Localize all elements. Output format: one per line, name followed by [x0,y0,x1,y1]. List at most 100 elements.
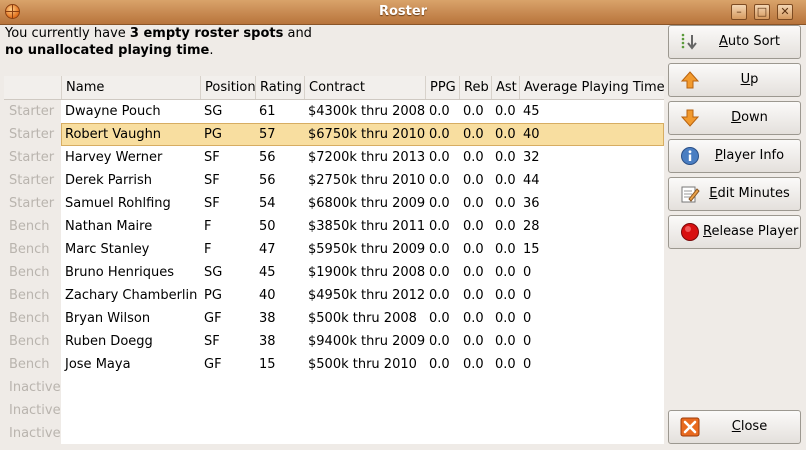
cell-rating: 38 [259,334,276,349]
cell-contract: $500k thru 2008 [308,311,417,326]
sort-icon [681,33,697,50]
message-text: . [209,43,214,58]
cell-contract: $2750k thru 2010 [308,173,425,188]
cell-rating: 47 [259,242,276,257]
close-button[interactable]: Close [668,410,801,444]
window-close-button[interactable]: ✕ [777,4,793,20]
table-row[interactable]: Bench Nathan Maire F 50 $3850k thru 2011 0.0 0… [4,215,664,238]
table-row[interactable]: Bench Marc Stanley F 47 $5950k thru 2009 0.0 0… [4,238,664,261]
cell-ppg: 0.0 [429,219,450,234]
playing-time-text: no unallocated playing time [5,43,210,58]
cell-apt: 0 [523,334,532,349]
release-icon [681,223,699,241]
auto-sort-button[interactable]: Auto Sort [668,25,801,59]
cell-rating: 56 [259,173,276,188]
table-row[interactable]: Starter Derek Parrish SF 56 $2750k thru 2010… [4,169,664,192]
edit-minutes-button[interactable]: Edit Minutes [668,177,801,211]
cell-ast: 0.0 [495,127,516,142]
column-header-average-playing-time[interactable]: Average Playing Time [519,76,664,99]
player-info-button-label: Player Info [714,148,785,163]
cell-apt: 40 [523,127,540,142]
down-button[interactable]: Down [668,101,801,135]
cell-position: SG [204,104,223,119]
table-row[interactable]: Bench Bryan Wilson GF 38 $500k thru 2008 0.0 0… [4,307,664,330]
cell-ast: 0.0 [495,334,516,349]
cell-reb: 0.0 [463,311,484,326]
roster-status-message: You currently have 3 empty roster spots … [5,25,312,59]
roster-role-label: Starter [4,146,61,169]
up-button-label: Up [740,72,759,87]
cell-contract: $500k thru 2010 [308,357,417,372]
cell-ast: 0.0 [495,219,516,234]
selected-row-highlight [61,123,664,146]
cell-position: SF [204,196,220,211]
table-row[interactable]: Bench Jose Maya GF 15 $500k thru 2010 0.0 0.0 0… [4,353,664,376]
cell-apt: 0 [523,311,532,326]
roster-role-label: Bench [4,284,61,307]
player-info-button[interactable]: Player Info [668,139,801,173]
auto-sort-button-label: Auto Sort [719,34,780,49]
cell-ast: 0.0 [495,265,516,280]
cell-name: Dwayne Pouch [65,104,161,119]
table-row[interactable]: Bench Bruno Henriques SG 45 $1900k thru 2008… [4,261,664,284]
table-row[interactable]: Inactive [4,399,664,422]
table-row[interactable]: Starter Robert Vaughn PG 57 $6750k thru 2010… [4,123,664,146]
title-bar[interactable]: Roster – □ ✕ [0,0,806,25]
cell-position: SG [204,265,223,280]
cell-name: Ruben Doegg [65,334,153,349]
cell-name: Bruno Henriques [65,265,175,280]
minimize-button[interactable]: – [731,4,747,20]
cell-apt: 32 [523,150,540,165]
maximize-button[interactable]: □ [754,4,770,20]
table-row[interactable]: Starter Dwayne Pouch SG 61 $4300k thru 2008 0… [4,100,664,123]
cell-name: Derek Parrish [65,173,153,188]
cell-name: Harvey Werner [65,150,163,165]
cell-position: SF [204,173,220,188]
roster-table[interactable]: Name Position Rating Contract PPG Reb As… [4,76,664,445]
table-row[interactable]: Bench Zachary Chamberlin PG 40 $4950k thru 2… [4,284,664,307]
cell-ppg: 0.0 [429,196,450,211]
table-row[interactable]: Inactive [4,376,664,399]
cell-position: GF [204,311,222,326]
cell-name: Marc Stanley [65,242,150,257]
column-header-reb[interactable]: Reb [459,76,491,99]
cell-ast: 0.0 [495,104,516,119]
down-button-label: Down [731,110,768,125]
arrow-down-icon [680,109,700,127]
cell-contract: $4950k thru 2012 [308,288,425,303]
cell-ppg: 0.0 [429,334,450,349]
cell-rating: 45 [259,265,276,280]
table-row[interactable]: Starter Harvey Werner SF 56 $7200k thru 2013… [4,146,664,169]
cell-rating: 57 [259,127,276,142]
cell-apt: 44 [523,173,540,188]
cell-reb: 0.0 [463,127,484,142]
column-header-rating[interactable]: Rating [255,76,304,99]
column-header-ast[interactable]: Ast [491,76,519,99]
cell-ppg: 0.0 [429,311,450,326]
cell-name: Jose Maya [65,357,131,372]
roster-role-label: Bench [4,261,61,284]
roster-role-label: Inactive [4,422,61,445]
cell-apt: 36 [523,196,540,211]
column-header-contract[interactable]: Contract [304,76,425,99]
table-row[interactable]: Bench Ruben Doegg SF 38 $9400k thru 2009 0.0 0… [4,330,664,353]
table-row[interactable]: Starter Samuel Rohlfing SF 54 $6800k thru 20… [4,192,664,215]
cell-contract: $9400k thru 2009 [308,334,425,349]
app-basketball-icon [5,4,20,19]
cell-rating: 54 [259,196,276,211]
column-header-position[interactable]: Position [200,76,255,99]
cell-rating: 50 [259,219,276,234]
column-header-name[interactable]: Name [61,76,200,99]
column-header-ppg[interactable]: PPG [425,76,459,99]
cell-reb: 0.0 [463,173,484,188]
cell-ast: 0.0 [495,242,516,257]
cell-contract: $5950k thru 2009 [308,242,425,257]
cell-rating: 15 [259,357,276,372]
up-button[interactable]: Up [668,63,801,97]
table-row[interactable]: Inactive [4,422,664,445]
cell-reb: 0.0 [463,242,484,257]
cell-position: F [204,242,212,257]
cell-name: Bryan Wilson [65,311,151,326]
release-player-button[interactable]: Release Player [668,215,801,249]
cell-contract: $3850k thru 2011 [308,219,425,234]
